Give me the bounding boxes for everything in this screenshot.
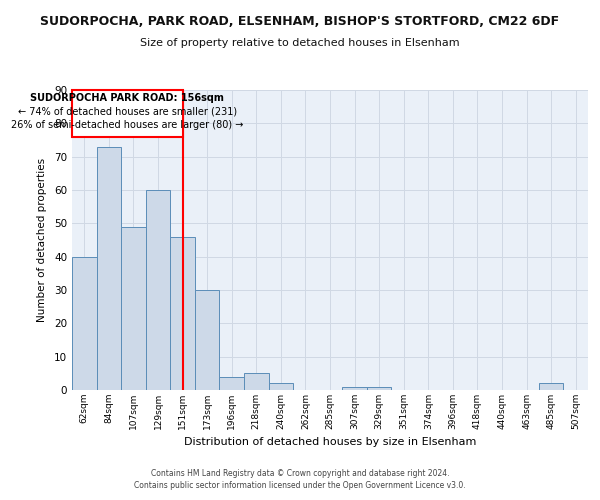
Bar: [97, 146, 121, 390]
Bar: [342, 386, 367, 390]
Bar: [269, 384, 293, 390]
Text: 26% of semi-detached houses are larger (80) →: 26% of semi-detached houses are larger (…: [11, 120, 244, 130]
Bar: [121, 226, 146, 390]
FancyBboxPatch shape: [72, 90, 182, 136]
Bar: [146, 190, 170, 390]
Bar: [539, 384, 563, 390]
Bar: [195, 290, 220, 390]
Bar: [244, 374, 269, 390]
Bar: [72, 256, 97, 390]
Bar: [220, 376, 244, 390]
Text: Contains HM Land Registry data © Crown copyright and database right 2024.
Contai: Contains HM Land Registry data © Crown c…: [134, 468, 466, 490]
Y-axis label: Number of detached properties: Number of detached properties: [37, 158, 47, 322]
Text: ← 74% of detached houses are smaller (231): ← 74% of detached houses are smaller (23…: [18, 106, 237, 117]
X-axis label: Distribution of detached houses by size in Elsenham: Distribution of detached houses by size …: [184, 438, 476, 448]
Text: Size of property relative to detached houses in Elsenham: Size of property relative to detached ho…: [140, 38, 460, 48]
Bar: [367, 386, 391, 390]
Bar: [170, 236, 195, 390]
Text: SUDORPOCHA, PARK ROAD, ELSENHAM, BISHOP'S STORTFORD, CM22 6DF: SUDORPOCHA, PARK ROAD, ELSENHAM, BISHOP'…: [40, 15, 560, 28]
Text: SUDORPOCHA PARK ROAD: 156sqm: SUDORPOCHA PARK ROAD: 156sqm: [31, 94, 224, 104]
